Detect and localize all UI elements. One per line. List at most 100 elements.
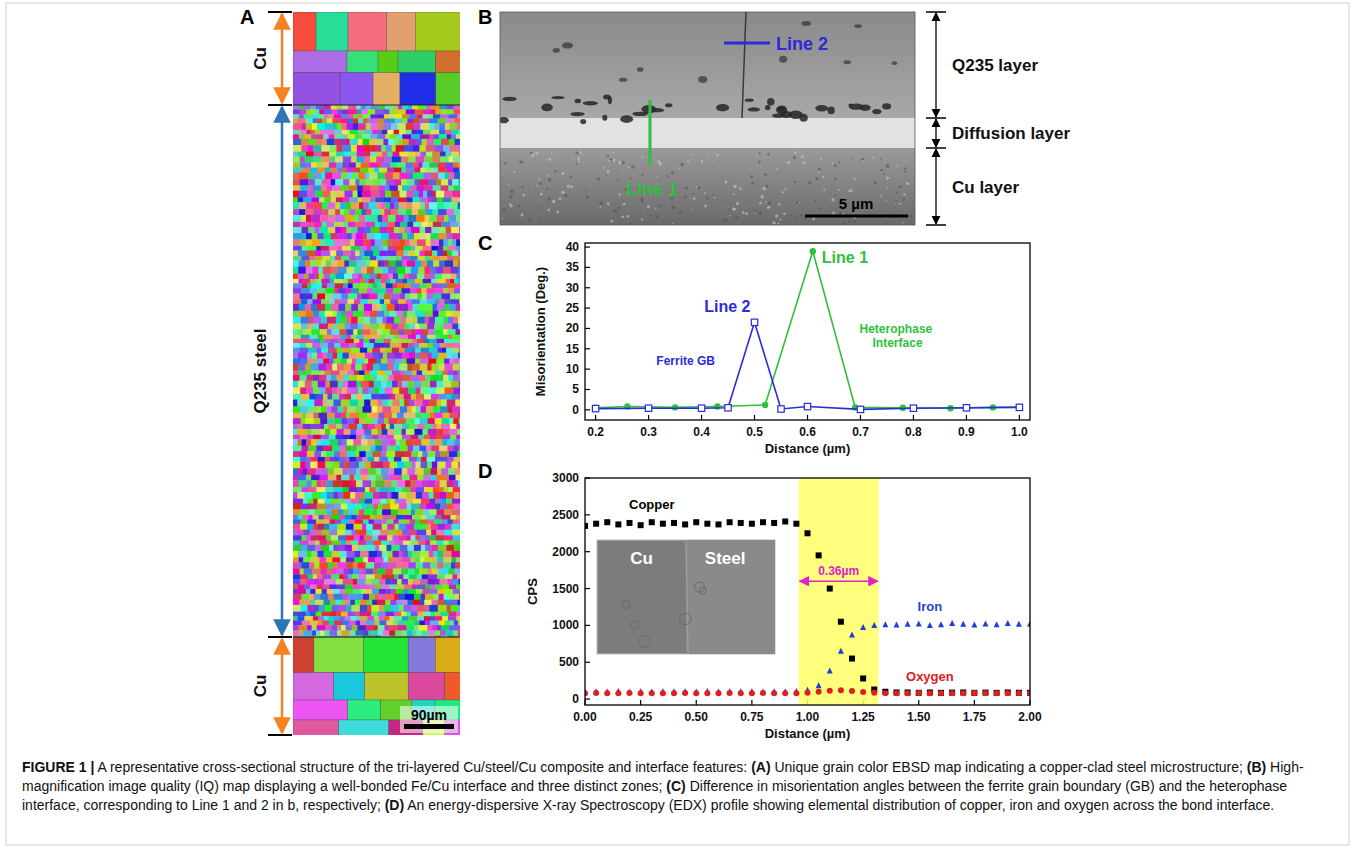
grain: [349, 209, 356, 215]
grain: [293, 185, 301, 191]
grain: [293, 134, 299, 139]
grain: [385, 202, 390, 209]
grain: [293, 145, 302, 152]
grain: [451, 134, 456, 139]
grain: [364, 418, 373, 424]
grain: [365, 499, 373, 504]
grain: [387, 492, 392, 499]
grain: [293, 72, 341, 105]
grain: [389, 274, 394, 280]
grain: [349, 400, 358, 407]
grain: [368, 468, 376, 475]
grain: [431, 394, 440, 400]
grain: [358, 487, 366, 492]
grain: [402, 424, 410, 429]
grain: [306, 480, 311, 487]
grain: [427, 105, 432, 110]
grain: [435, 451, 440, 457]
grain: [362, 424, 369, 429]
grain: [370, 152, 377, 157]
grain: [343, 250, 351, 256]
grain: [293, 381, 298, 388]
grain: [391, 339, 398, 344]
grain: [314, 274, 319, 280]
grain: [367, 288, 373, 294]
grain: [430, 233, 439, 240]
grain: [325, 499, 331, 504]
grain: [402, 475, 410, 481]
grain: [361, 105, 367, 110]
grain: [319, 387, 326, 394]
grain: [357, 152, 362, 157]
grain: [450, 279, 454, 284]
grain: [377, 134, 386, 139]
grain: [427, 457, 436, 462]
grain: [434, 256, 441, 261]
grain: [456, 239, 460, 246]
grain: [308, 227, 315, 234]
grain: [321, 156, 330, 162]
grain: [304, 492, 312, 499]
grain: [306, 413, 313, 419]
grain: [432, 283, 440, 288]
grain: [293, 222, 300, 227]
grain: [402, 260, 407, 267]
grain: [345, 288, 351, 294]
grain: [388, 400, 393, 407]
grain: [358, 387, 363, 394]
grain: [391, 197, 398, 202]
grain: [305, 118, 313, 123]
grain: [406, 359, 415, 364]
grain: [329, 114, 334, 119]
grain: [377, 118, 385, 123]
grain: [327, 353, 333, 359]
grain: [404, 274, 409, 280]
grain: [301, 299, 308, 304]
grain: [398, 139, 403, 146]
grain: [326, 222, 334, 227]
grain: [355, 492, 360, 499]
grain: [303, 279, 310, 284]
grain: [327, 185, 333, 191]
grain: [316, 394, 324, 400]
grain: [379, 105, 386, 110]
grain: [362, 134, 370, 139]
grain: [312, 343, 320, 348]
grain: [361, 222, 366, 227]
grain: [298, 515, 303, 520]
grain: [317, 504, 326, 510]
grain: [322, 222, 327, 227]
grain: [297, 400, 306, 407]
grain: [357, 424, 363, 429]
panel-letter: B: [478, 6, 492, 28]
grain: [344, 209, 350, 215]
grain: [377, 406, 383, 413]
grain: [293, 359, 302, 364]
grain: [385, 435, 394, 440]
grain: [318, 267, 323, 274]
grain: [395, 359, 403, 364]
grain: [417, 130, 423, 135]
grain: [384, 123, 392, 130]
grain: [293, 311, 298, 317]
grain: [363, 139, 370, 146]
grain: [442, 348, 447, 353]
grain: [415, 260, 422, 267]
grain: [306, 239, 313, 246]
grain: [356, 343, 364, 348]
grain: [390, 504, 399, 510]
grain: [449, 156, 454, 162]
grain: [406, 418, 415, 424]
grain: [379, 185, 386, 191]
grain: [360, 283, 368, 288]
panel-letter: D: [478, 460, 492, 482]
grain: [298, 424, 303, 429]
grain: [321, 246, 330, 251]
grain: [347, 123, 354, 130]
grain: [312, 353, 317, 359]
grain: [447, 353, 452, 359]
grain: [393, 274, 399, 280]
grain: [360, 468, 369, 475]
grain: [429, 134, 434, 139]
grain: [458, 222, 460, 227]
